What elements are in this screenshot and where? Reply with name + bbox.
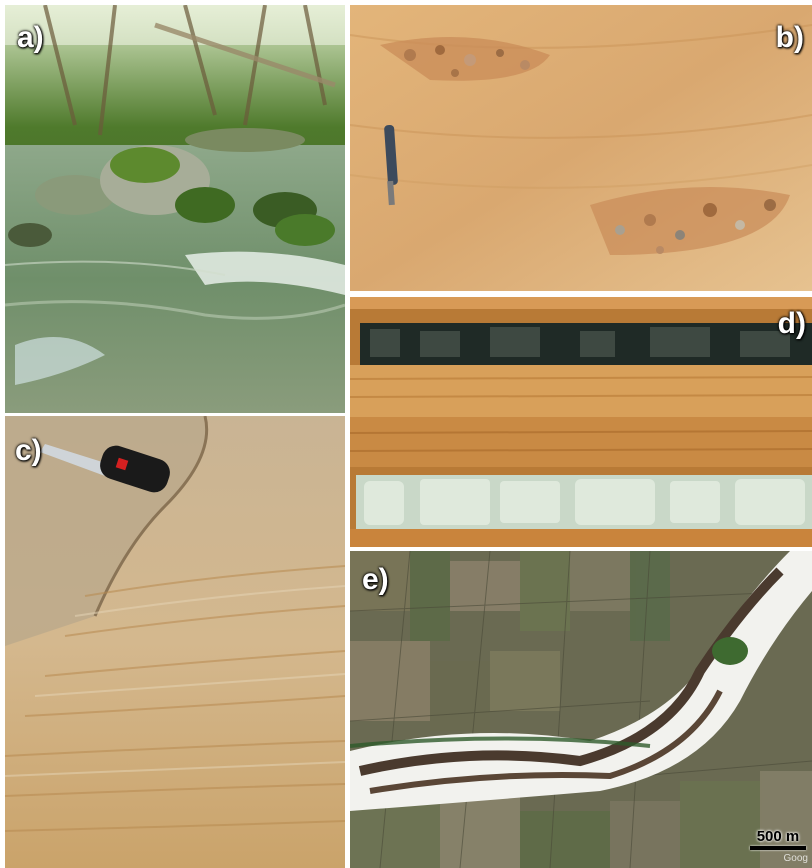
stream-photo [5,5,345,413]
panel-label-c: c) [15,434,42,467]
scale-bar-line [750,846,806,850]
photo-panel-b: b) [350,5,812,291]
laminated-sand-photo [5,416,345,868]
scale-bar: 500 m [750,828,806,850]
scale-bar-label: 500 m [756,828,800,845]
panel-label-d: d) [777,307,806,340]
aerial-river-photo [350,551,812,868]
core-box-photo [350,297,812,547]
panel-label-b: b) [775,21,804,54]
map-watermark: Goog [783,853,808,864]
photo-panel-a: a) [5,5,345,413]
photo-panel-c: c) [5,416,345,868]
outcrop-photo [350,5,812,291]
panel-label-a: a) [17,21,44,54]
photo-panel-e: e) 500 m Goog [350,551,812,868]
photo-panel-d: d) [350,297,812,547]
panel-label-e: e) [362,563,389,596]
